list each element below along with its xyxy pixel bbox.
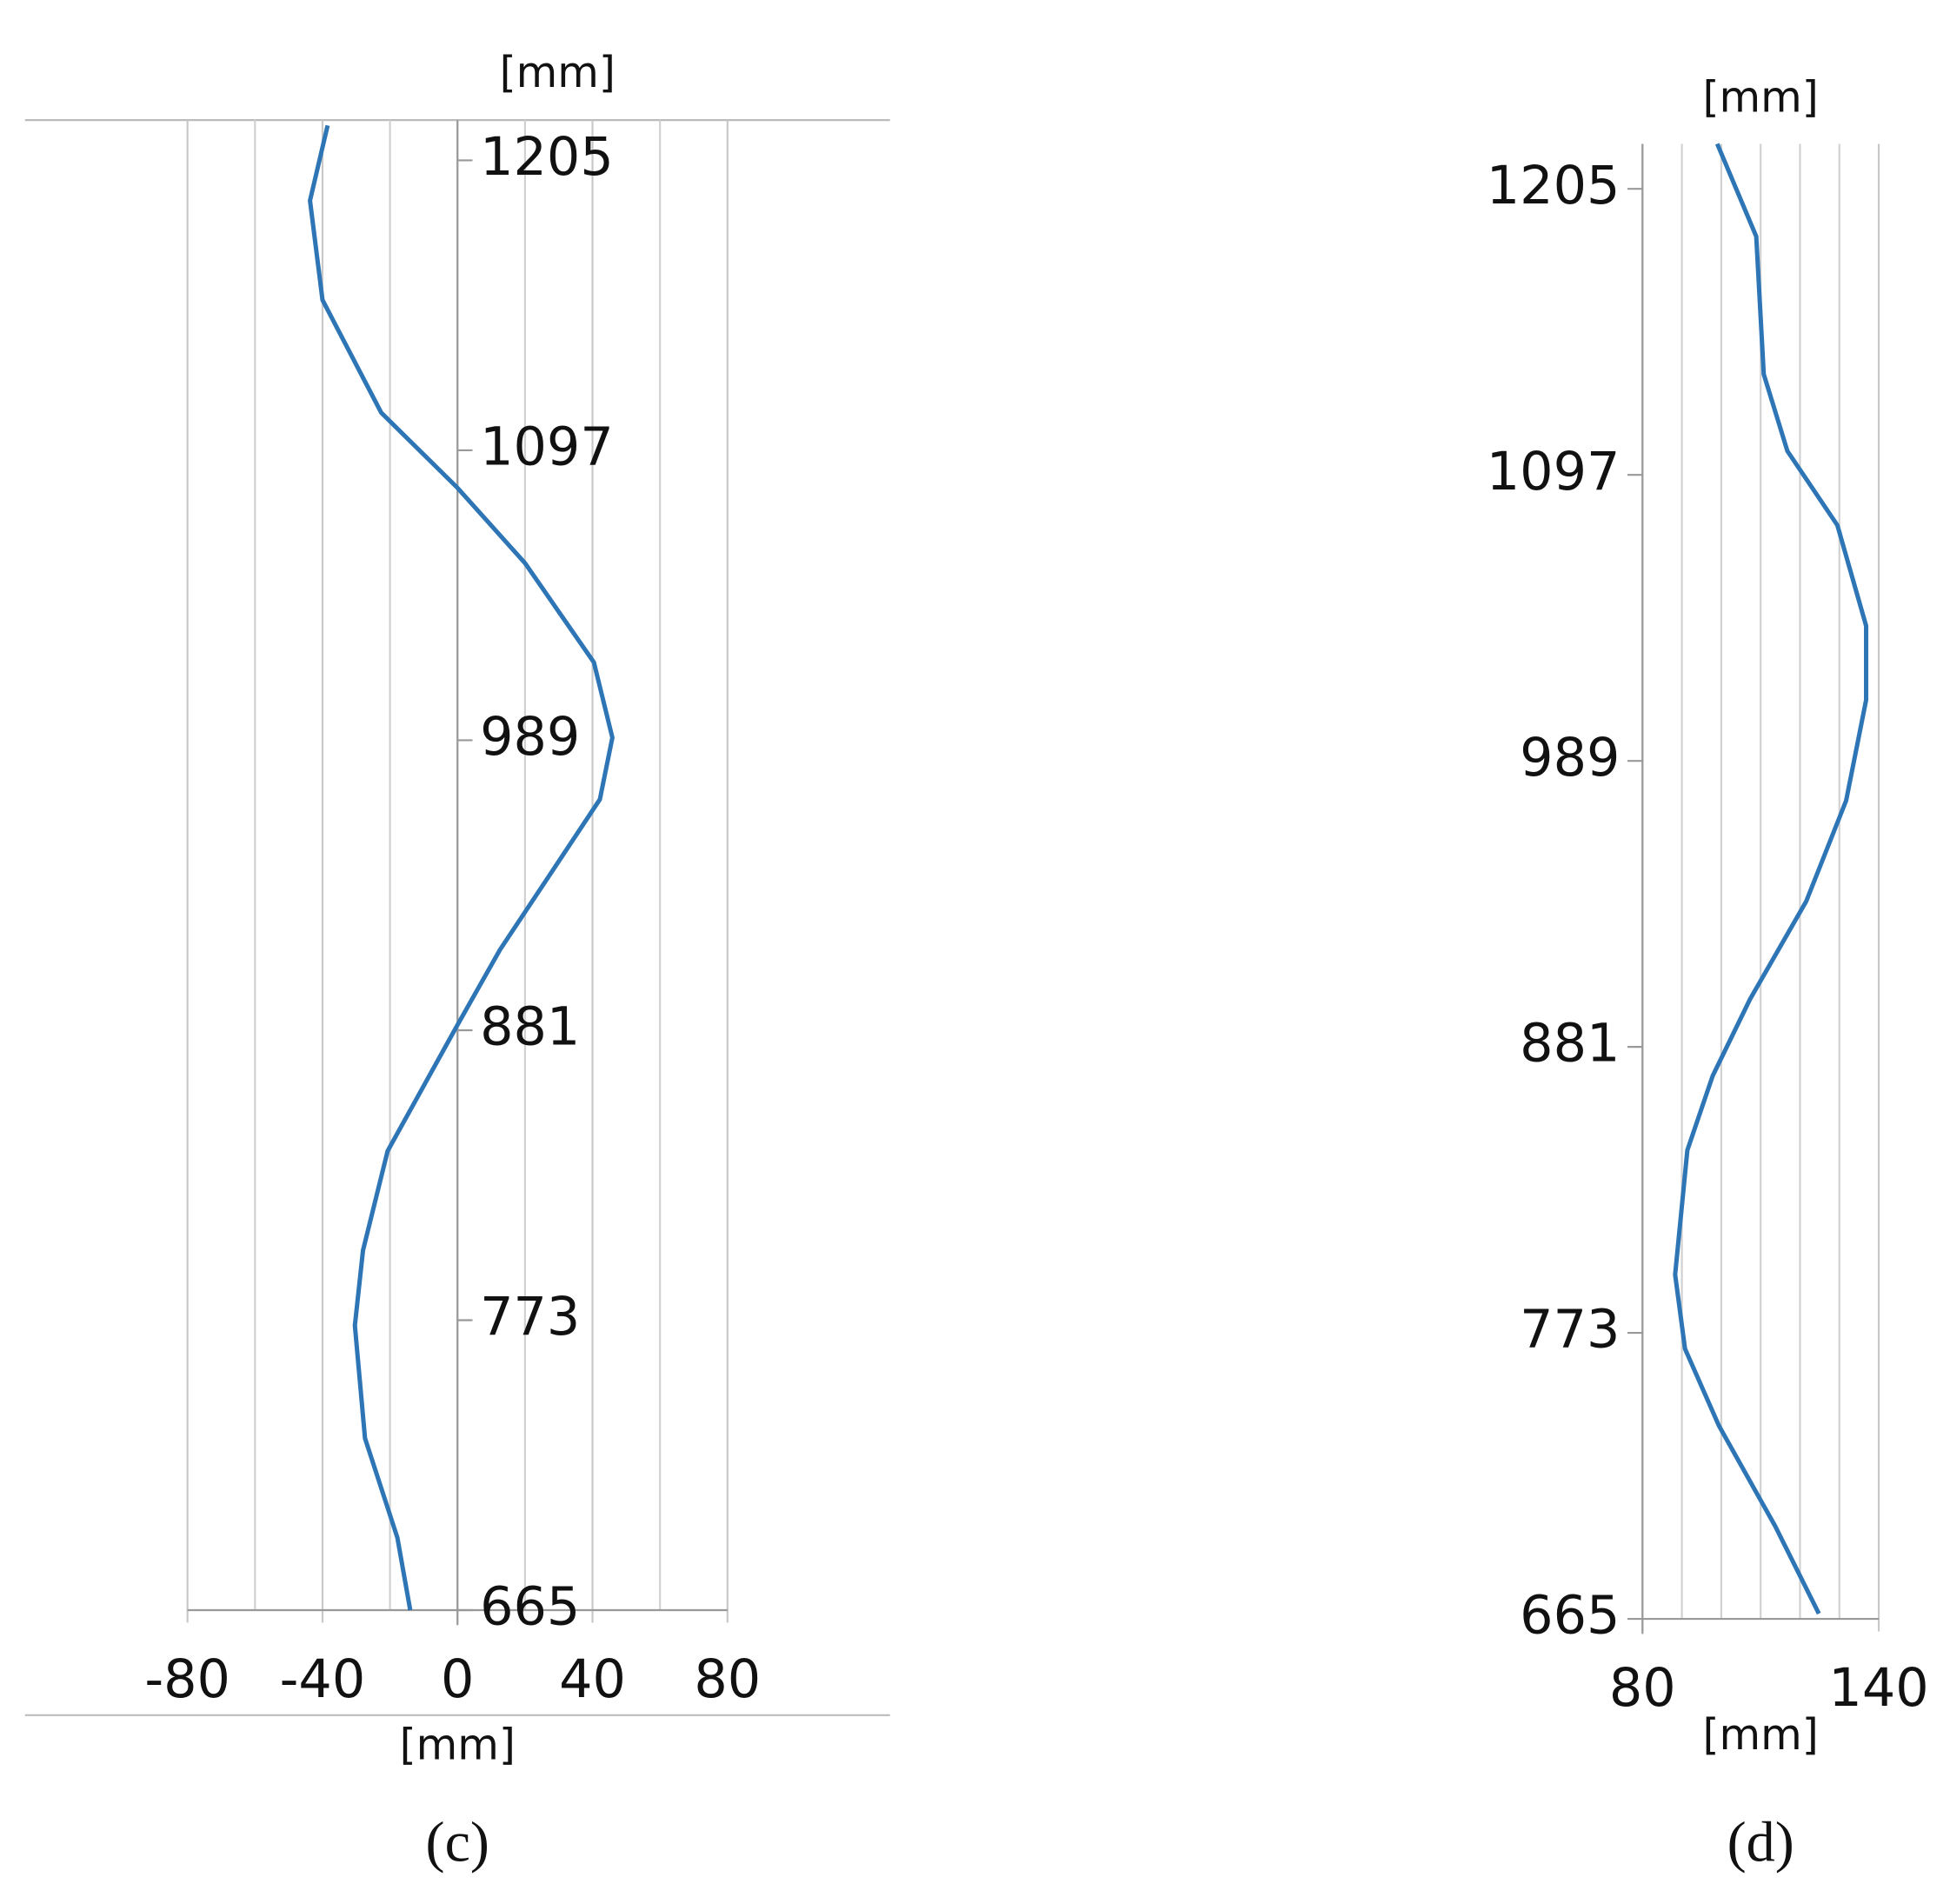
- caption: (d): [1727, 1810, 1794, 1874]
- y-tick-label: 1097: [480, 417, 614, 478]
- x-tick-label: 40: [559, 1649, 626, 1710]
- x-axis-label: [mm]: [1702, 1710, 1818, 1760]
- x-tick-label: -80: [144, 1649, 230, 1710]
- x-tick-label: 80: [694, 1649, 761, 1710]
- y-tick-label: 1205: [480, 127, 614, 188]
- data-line: [308, 124, 615, 1611]
- y-axis-label: [mm]: [500, 48, 616, 97]
- y-tick-label: 881: [480, 997, 580, 1058]
- x-tick-label: 140: [1828, 1658, 1928, 1719]
- y-tick-label: 989: [480, 707, 580, 768]
- y-axis-label: [mm]: [1702, 73, 1818, 123]
- y-tick-label: 773: [480, 1287, 580, 1348]
- data-line: [1673, 143, 1869, 1615]
- caption: (c): [426, 1810, 489, 1874]
- x-tick-label: -40: [280, 1649, 366, 1710]
- x-axis-label: [mm]: [400, 1721, 516, 1770]
- y-tick-label: 989: [1520, 728, 1620, 789]
- x-tick-label: 80: [1609, 1658, 1676, 1719]
- y-tick-label: 665: [1520, 1586, 1620, 1647]
- y-tick-label: 665: [480, 1577, 580, 1638]
- y-tick-label: 773: [1520, 1300, 1620, 1361]
- y-tick-label: 1205: [1487, 156, 1621, 216]
- y-tick-label: 881: [1520, 1014, 1620, 1075]
- y-tick-label: 1097: [1487, 442, 1621, 503]
- x-tick-label: 0: [441, 1649, 474, 1710]
